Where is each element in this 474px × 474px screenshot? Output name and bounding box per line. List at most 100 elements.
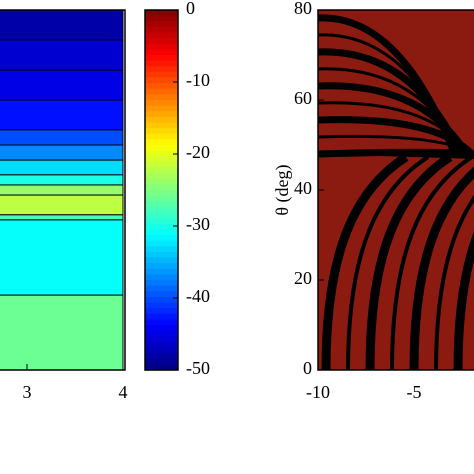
colorbar-cell <box>145 240 178 247</box>
colorbar-cell <box>145 38 178 45</box>
colorbar-tick-label: -20 <box>186 142 210 162</box>
colorbar-cell <box>145 364 178 371</box>
colorbar-cell <box>145 150 178 157</box>
colorbar-cell <box>145 206 178 214</box>
band <box>0 219 124 296</box>
colorbar-cell <box>145 190 178 197</box>
left-frame <box>0 9 126 371</box>
colorbar-cell <box>145 330 178 337</box>
colorbar-cell <box>145 223 178 230</box>
colorbar-cell <box>145 105 178 112</box>
colorbar-cell <box>145 43 178 50</box>
right-plot <box>318 10 474 370</box>
colorbar-cell <box>145 347 178 354</box>
colorbar-cell <box>145 10 178 17</box>
colorbar-tick-label: -40 <box>186 286 210 306</box>
colorbar-cell <box>145 353 178 360</box>
colorbar-cell <box>145 251 178 259</box>
colorbar-cell <box>145 341 178 349</box>
colorbar-cell <box>145 229 178 236</box>
colorbar-cell <box>145 296 178 304</box>
colorbar-cell <box>145 66 178 73</box>
band <box>0 294 124 370</box>
colorbar-cell <box>145 77 178 84</box>
colorbar-cell <box>145 235 178 242</box>
colorbar-cell <box>145 218 178 225</box>
colorbar-cell <box>145 15 178 22</box>
boundary <box>318 152 474 159</box>
fringe <box>434 194 474 370</box>
colorbar-cell <box>145 268 178 275</box>
x-tick-label: -10 <box>306 382 330 402</box>
x-tick-label: 4 <box>119 382 128 402</box>
colorbar-cell <box>145 55 178 62</box>
colorbar <box>145 10 178 371</box>
left-plot <box>0 10 124 370</box>
colorbar-cell <box>145 358 178 365</box>
colorbar-cell <box>145 122 178 129</box>
colorbar-cell <box>145 201 178 208</box>
colorbar-frame <box>144 9 179 371</box>
band <box>0 214 124 221</box>
fringe <box>453 231 474 370</box>
fringe <box>365 153 453 370</box>
colorbar-tick-label: -30 <box>186 214 210 234</box>
fringe <box>390 155 474 370</box>
x-tick-label: -5 <box>407 382 422 402</box>
colorbar-cell <box>145 111 178 118</box>
colorbar-tick-label: -50 <box>186 358 210 378</box>
fringe <box>346 155 430 370</box>
band <box>0 69 124 101</box>
colorbar-cell <box>145 184 178 191</box>
colorbar-cell <box>145 336 178 343</box>
colorbar-cell <box>145 26 178 34</box>
colorbar-cell <box>145 308 178 315</box>
band <box>0 174 124 186</box>
colorbar-cell <box>145 285 178 292</box>
x-tick-label: 3 <box>23 382 32 402</box>
colorbar-cell <box>145 274 178 281</box>
colorbar-cell <box>145 32 178 39</box>
colorbar-cell <box>145 280 178 287</box>
colorbar-cell <box>145 319 178 326</box>
colorbar-cell <box>145 128 178 135</box>
colorbar-cell <box>145 88 178 95</box>
colorbar-cell <box>145 325 178 332</box>
y-tick-label: 0 <box>303 358 312 378</box>
colorbar-cell <box>145 291 178 298</box>
y-tick-label: 40 <box>294 178 312 198</box>
colorbar-cell <box>145 195 178 202</box>
y-tick-label: 20 <box>294 268 312 288</box>
band <box>0 144 124 161</box>
colorbar-tick-label: -10 <box>186 70 210 90</box>
band <box>0 99 124 131</box>
fringe <box>318 116 474 158</box>
colorbar-cell <box>145 173 178 180</box>
colorbar-cell <box>145 263 178 270</box>
colorbar-cell <box>145 145 178 152</box>
colorbar-cell <box>145 83 178 90</box>
y-tick-label: 60 <box>294 88 312 108</box>
colorbar-cell <box>145 71 178 79</box>
colorbar-cell <box>145 178 178 185</box>
colorbar-cell <box>145 313 178 320</box>
colorbar-cell <box>145 139 178 146</box>
colorbar-cell <box>145 257 178 264</box>
colorbar-cell <box>145 116 178 124</box>
y-tick-label: 80 <box>294 0 312 18</box>
colorbar-cell <box>145 156 178 163</box>
colorbar-cell <box>145 212 178 219</box>
colorbar-cell <box>145 49 178 56</box>
band <box>0 39 124 71</box>
colorbar-tick-label: 0 <box>186 0 195 18</box>
colorbar-cell <box>145 302 178 309</box>
colorbar-cell <box>145 60 178 67</box>
colorbar-cell <box>145 167 178 174</box>
colorbar-cell <box>145 94 178 101</box>
band <box>0 184 124 196</box>
colorbar-cell <box>145 100 178 107</box>
y-axis-label: θ (deg) <box>272 164 293 215</box>
band <box>0 10 124 41</box>
